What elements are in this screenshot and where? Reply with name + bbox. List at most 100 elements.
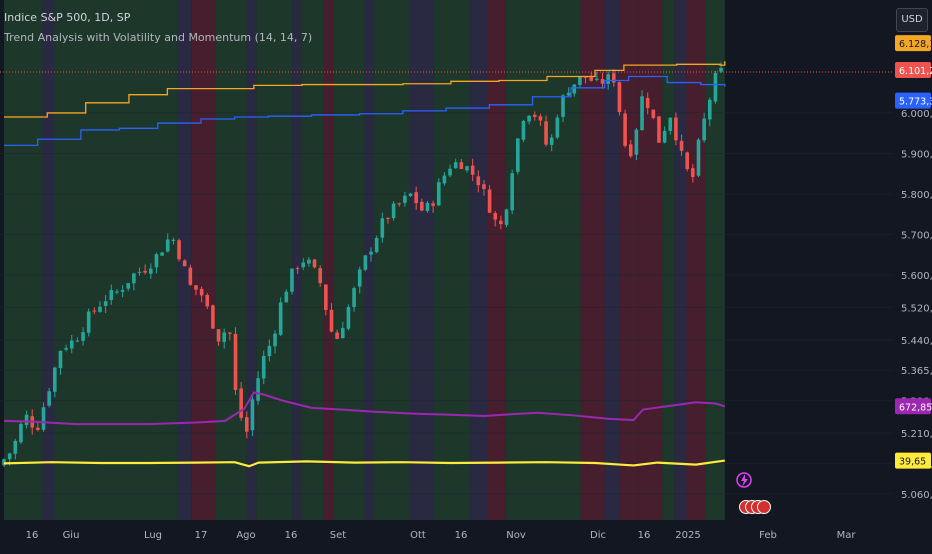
candle-body [583,76,588,78]
candle-body [719,68,723,72]
candle-body [504,209,509,225]
candle-body [171,239,176,241]
candle-body [420,201,424,211]
indicator-title[interactable]: Trend Analysis with Volatility and Momen… [4,31,313,44]
candle-body [250,399,255,431]
price-label-text-yellow: 39,65 [899,457,926,468]
candle-body [532,114,537,117]
price-label-text-magenta: 672,85 [899,402,932,413]
candle-body [98,306,102,312]
series-line-yellow [3,459,725,468]
symbol-title[interactable]: Indice S&P 500, 1D, SP [4,11,131,24]
time-tick-label: 16 [455,530,468,541]
candle-body [278,302,283,335]
candle-body [7,453,12,460]
price-label-text-price: 6.101,25 [899,66,932,77]
zone-bear [323,0,334,520]
candle-body [606,74,610,84]
candle-body [222,332,227,342]
price-label-yellow [895,452,931,469]
candle-body [295,268,300,270]
price-tick-label: 5.520,00 [901,303,932,314]
candle-body [448,168,452,176]
candle-body [374,237,379,253]
candle-body [211,305,215,329]
candle-body [318,268,322,284]
price-label-orange [895,35,931,52]
candle-body [92,310,97,312]
zone-neutral [410,0,435,520]
candle-body [527,115,531,122]
candle-body [154,254,159,268]
time-tick-label: Giu [63,530,80,541]
series-line-blue [4,75,726,146]
candle-body [572,84,577,94]
candle-body [19,423,23,443]
candle-body [403,195,407,203]
candle-body [53,367,57,392]
candle-body [521,120,526,140]
candle-body [41,407,46,430]
candle-body [81,332,85,341]
candle-body [69,340,74,349]
candle-body [363,255,368,270]
zone-bull [374,0,411,520]
time-axis[interactable]: 16 Giu Lug 17 Ago 16 Set Ott 16 Nov Dic 16 2025 Feb Ma… [26,530,857,541]
candle-body [301,262,306,268]
candle-body [75,340,80,342]
candle-body [549,137,554,145]
time-tick-label: Set [330,530,347,541]
candle-body [623,113,627,146]
candle-body [194,285,198,290]
candle-body [273,333,277,347]
candle-body [707,99,712,120]
zone-bull [301,0,324,520]
candle-body [459,162,464,170]
event-markers[interactable] [736,472,771,514]
candle-body [149,268,153,274]
candle-body [2,459,6,466]
candle-body [160,252,164,256]
zone-bull [522,0,581,520]
zone-bull [705,0,725,520]
price-tick-label: 5.700,00 [901,230,932,241]
candle-body [595,78,599,80]
candle-body [476,176,481,186]
candle-body [578,76,582,85]
candle-body [109,290,114,301]
series-line-orange [4,61,726,118]
zone-bear [191,0,216,520]
candle-body [561,95,565,117]
time-tick-label: Ago [236,530,255,541]
candle-body [64,348,68,350]
candle-body [126,283,131,289]
candle-body [324,284,328,311]
time-tick-label: 17 [195,530,208,541]
zone-bear [686,0,706,520]
candle-body [691,168,695,178]
price-tick-label: 5.600,00 [901,271,932,282]
candle-body [465,166,469,171]
zone-neutral [604,0,620,520]
price-label-magenta [895,398,931,415]
candle-body [307,259,311,264]
zone-bull [333,0,365,520]
price-tick-label: 5.800,00 [901,190,932,201]
candle-body [510,173,514,211]
candle-body [453,162,458,169]
candle-body [634,129,639,155]
candle-body [391,203,396,219]
candle-body [713,73,718,102]
indicator-lines [3,61,726,468]
candle-body [487,189,492,213]
currency-button[interactable]: USD [896,8,928,32]
candle-body [470,165,475,175]
candle-body [36,427,40,430]
time-tick-label: 2025 [675,530,700,541]
candle-body [312,259,317,268]
candle-body [165,239,170,252]
candle-body [369,251,373,255]
candle-body [239,388,243,418]
